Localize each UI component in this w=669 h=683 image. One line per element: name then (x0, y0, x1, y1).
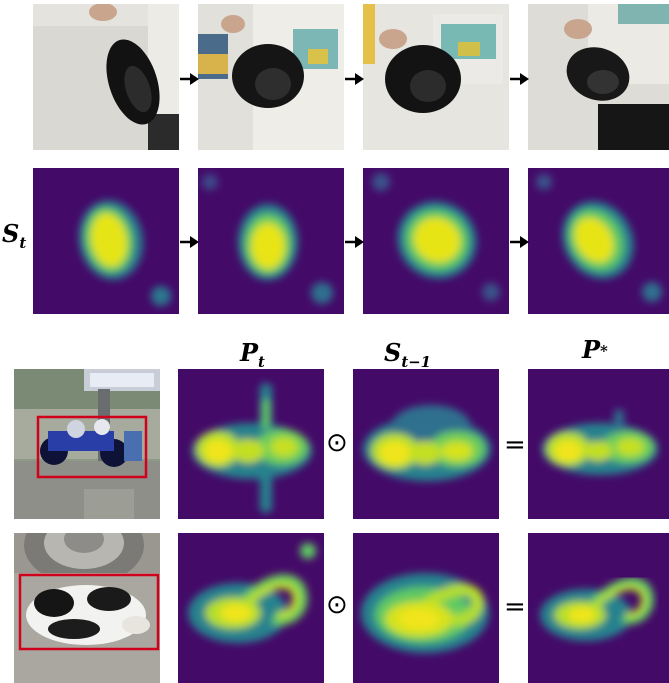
image-dog (14, 533, 160, 683)
hadamard-operator: ⊙ (326, 428, 348, 458)
label-p-t: Pt (240, 338, 265, 371)
label-p-t-star: P*t (582, 335, 608, 383)
heatmap-p-t-motorbike (178, 369, 324, 519)
arrow-right-icon (345, 73, 364, 85)
equals-operator: = (504, 592, 526, 622)
heatmap-s-t-2 (198, 168, 344, 314)
video-frame-1 (33, 4, 179, 150)
video-frame-2 (198, 4, 344, 150)
heatmap-p-t-dog (178, 533, 324, 683)
image-motorbike (14, 369, 160, 519)
label-s-t-minus-1: St−1 (384, 338, 432, 371)
equals-operator: = (504, 430, 526, 460)
heatmap-s-t-minus-1-motorbike (353, 369, 499, 519)
arrow-right-icon (345, 236, 364, 248)
video-frame-4 (528, 4, 669, 150)
arrow-right-icon (510, 73, 529, 85)
heatmap-s-t-4 (528, 168, 669, 314)
label-s-t: St (2, 219, 27, 252)
arrow-right-icon (510, 236, 529, 248)
heatmap-s-t-minus-1-dog (353, 533, 499, 683)
arrow-right-icon (180, 73, 199, 85)
hadamard-operator: ⊙ (326, 590, 348, 620)
heatmap-s-t-3 (363, 168, 509, 314)
arrow-right-icon (180, 236, 199, 248)
video-frame-3 (363, 4, 509, 150)
heatmap-s-t-1 (33, 168, 179, 314)
heatmap-p-t-star-motorbike (528, 369, 669, 519)
heatmap-p-t-star-dog (528, 533, 669, 683)
